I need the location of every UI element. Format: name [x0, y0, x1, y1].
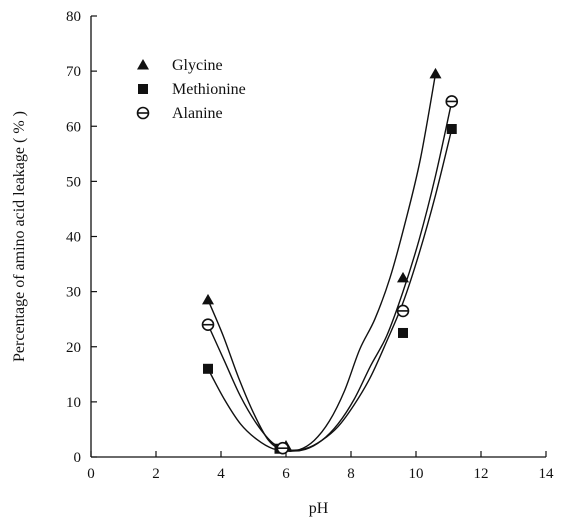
- curve-alanine: [207, 101, 453, 452]
- x-tick-label: 8: [347, 466, 355, 482]
- point-methionine: [446, 124, 457, 135]
- x-tick-label: 6: [282, 466, 290, 482]
- x-tick-label: 12: [474, 466, 489, 482]
- x-axis-title: pH: [309, 500, 329, 517]
- legend-marker-glycine: [137, 59, 149, 70]
- legend-label-glycine: Glycine: [172, 57, 223, 74]
- curves-group: [207, 73, 453, 453]
- point-glycine: [397, 271, 409, 283]
- y-tick-label: 60: [66, 119, 81, 135]
- point-alanine: [276, 441, 290, 455]
- point-alanine: [201, 318, 215, 332]
- point-glycine: [202, 293, 214, 305]
- y-axis-title: Percentage of amino acid leakage ( % ): [11, 111, 28, 362]
- y-tick-label: 40: [66, 230, 81, 246]
- axes-group: 0 2 4 6 8 10 12 14 0 10 20 30 40 50 60 70 80: [66, 9, 554, 482]
- legend-label-alanine: Alanine: [172, 105, 223, 122]
- y-tick-label: 70: [66, 64, 81, 80]
- x-tick-label: 2: [152, 466, 160, 482]
- y-tick-label: 20: [66, 340, 81, 356]
- point-methionine: [203, 363, 213, 374]
- point-glycine: [429, 67, 442, 79]
- y-tick-label: 80: [66, 9, 81, 25]
- x-tick-label: 10: [409, 466, 424, 482]
- legend-label-methionine: Methionine: [172, 81, 246, 98]
- point-methionine: [398, 327, 408, 338]
- y-tick-label: 0: [74, 450, 82, 466]
- x-tick-label: 0: [87, 466, 95, 482]
- curve-methionine: [207, 128, 453, 452]
- y-tick-label: 30: [66, 285, 81, 301]
- curve-glycine: [207, 73, 437, 453]
- point-alanine: [396, 304, 410, 318]
- legend-marker-alanine: [136, 106, 150, 120]
- x-tick-label: 14: [539, 466, 555, 482]
- legend: Glycine Methionine Alanine: [136, 57, 246, 122]
- x-tick-label: 4: [217, 466, 225, 482]
- y-tick-label: 50: [66, 174, 81, 190]
- point-alanine: [445, 95, 459, 108]
- y-tick-label: 10: [66, 395, 81, 411]
- markers-group: [201, 67, 459, 455]
- legend-marker-methionine: [138, 84, 148, 94]
